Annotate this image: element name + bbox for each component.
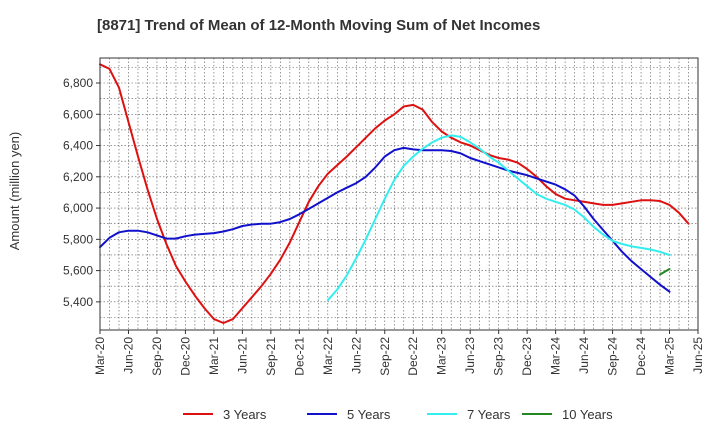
x-tick-label: Jun-24: [577, 337, 591, 374]
x-tick-label: Sep-23: [492, 337, 506, 376]
series-line-3-years: [99, 63, 690, 324]
x-tick-label: Mar-24: [549, 337, 563, 375]
x-tick-label: Sep-22: [378, 337, 392, 376]
x-tick-label: Mar-21: [207, 337, 221, 375]
x-tick-label: Dec-22: [406, 337, 420, 376]
y-axis: 5,400 5,600 5,800 6,000 6,200 6,400 6,600 6,800: [63, 76, 100, 309]
y-tick-label: 5,400: [63, 295, 93, 309]
y-tick-label: 5,600: [63, 264, 93, 278]
x-tick-label: Jun-20: [121, 337, 135, 374]
y-tick-label: 6,600: [63, 107, 93, 121]
legend-label: 10 Years: [562, 407, 613, 422]
x-tick-label: Dec-24: [634, 337, 648, 376]
y-tick-label: 6,200: [63, 170, 93, 184]
y-tick-label: 6,800: [63, 76, 93, 90]
x-tick-label: Mar-22: [321, 337, 335, 375]
x-tick-label: Jun-22: [349, 337, 363, 374]
x-tick-label: Jun-23: [463, 337, 477, 374]
plot-frame: [99, 57, 699, 331]
y-tick-label: 6,400: [63, 139, 93, 153]
x-tick-label: Mar-25: [663, 337, 677, 375]
y-tick-label: 6,000: [63, 201, 93, 215]
series-layer: [99, 63, 690, 324]
y-axis-label: Amount (million yen): [7, 132, 22, 251]
x-tick-label: Dec-23: [520, 337, 534, 376]
x-tick-label: Sep-21: [264, 337, 278, 376]
x-tick-label: Mar-20: [93, 337, 107, 375]
series-line-7-years: [326, 134, 671, 302]
legend-label: 3 Years: [223, 407, 267, 422]
chart-title: [8871] Trend of Mean of 12-Month Moving …: [97, 17, 540, 34]
legend-label: 7 Years: [467, 407, 511, 422]
y-tick-label: 5,800: [63, 232, 93, 246]
x-tick-label: Sep-24: [606, 337, 620, 376]
x-tick-label: Jun-25: [691, 337, 705, 374]
series-line-10-years: [659, 268, 671, 276]
x-tick-label: Sep-20: [150, 337, 164, 376]
x-tick-label: Dec-21: [292, 337, 306, 376]
legend-label: 5 Years: [347, 407, 391, 422]
x-tick-label: Dec-20: [178, 337, 192, 376]
legend: 3 Years 5 Years 7 Years 10 Years: [183, 407, 613, 422]
x-axis: Mar-20 Jun-20 Sep-20 Dec-20 Mar-21 Jun-21 Sep-…: [93, 330, 705, 376]
x-tick-label: Jun-21: [235, 337, 249, 374]
x-tick-label: Mar-23: [435, 337, 449, 375]
series-line-5-years: [99, 146, 671, 293]
